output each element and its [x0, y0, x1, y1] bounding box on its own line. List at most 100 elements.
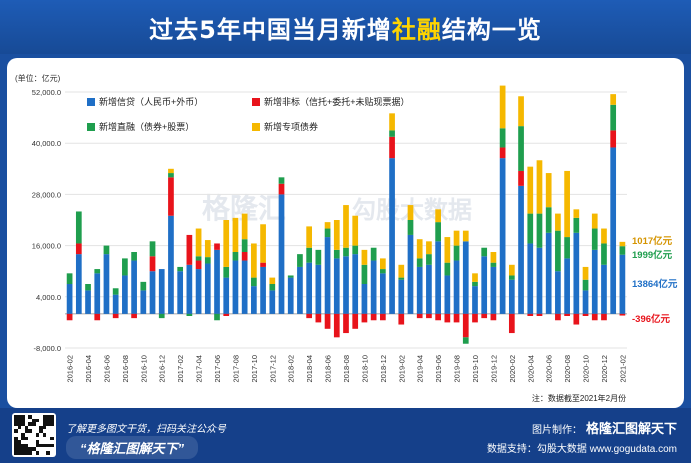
bar-segment: [149, 241, 156, 257]
bar-segment: [158, 269, 165, 314]
bar-segment: [75, 254, 82, 314]
bar-segment: [582, 279, 589, 291]
bar-segment: [168, 215, 174, 314]
bar-segment: [379, 273, 386, 314]
value-annotation: 1017亿元: [632, 235, 673, 247]
footer-tagline: 了解更多图文干货，扫码关注公众号: [66, 424, 226, 435]
bar-segment: [398, 313, 405, 325]
y-tick-label: 40,000.0: [32, 139, 61, 148]
bar-segment: [610, 94, 617, 105]
bar-segment: [186, 264, 193, 314]
bar-segment: [508, 264, 515, 276]
bar-segment: [168, 177, 174, 216]
bar-segment: [518, 170, 524, 186]
bar-segment: [619, 254, 626, 314]
y-tick-label: 28,000.0: [32, 190, 61, 199]
bar-segment: [499, 158, 506, 314]
bar-segment: [103, 245, 110, 255]
bar-segment: [518, 96, 524, 127]
credit-brand: 格隆汇图解天下: [585, 421, 677, 436]
bar-segment: [297, 266, 303, 314]
bar-segment: [324, 237, 331, 314]
bar-segment: [490, 262, 497, 267]
bar-segment: [426, 313, 432, 319]
bar-segment: [407, 205, 414, 220]
bar-segment: [601, 264, 607, 314]
bar-segment: [389, 130, 395, 137]
bar-segment: [66, 313, 73, 321]
x-tick-label: 2020-02: [508, 355, 517, 383]
bar-segment: [490, 313, 497, 321]
bar-segment: [260, 224, 266, 263]
bar-segment: [462, 241, 469, 314]
bar-segment: [527, 313, 534, 316]
bar-segment: [435, 241, 441, 314]
bar-segment: [223, 220, 230, 267]
bar-segment: [508, 313, 515, 334]
x-tick-label: 2018-04: [305, 355, 314, 383]
bar-segment: [582, 266, 589, 280]
bar-segment: [177, 271, 184, 314]
bar-segment: [601, 228, 607, 244]
bar-segment: [555, 271, 561, 314]
bar-segment: [352, 245, 359, 255]
bar-segment: [122, 258, 128, 276]
bar-segment: [453, 230, 460, 246]
value-annotation: 1999亿元: [632, 249, 673, 261]
bar-segment: [195, 260, 202, 270]
bar-segment: [186, 234, 193, 265]
legend-swatch: [87, 98, 95, 106]
x-tick-label: 2019-02: [397, 355, 406, 383]
y-tick-label: -8,000.0: [33, 344, 61, 353]
bar-segment: [462, 230, 469, 242]
x-tick-label: 2017-08: [231, 355, 240, 383]
bar-segment: [564, 170, 570, 238]
bar-segment: [122, 275, 128, 314]
bar-segment: [407, 220, 414, 235]
bar-segment: [278, 183, 285, 195]
bar-segment: [177, 266, 184, 272]
bar-segment: [453, 245, 460, 261]
bar-segment: [389, 113, 395, 131]
bar-segment: [241, 260, 248, 314]
bar-segment: [140, 281, 147, 291]
bar-segment: [518, 185, 524, 314]
bar-segment: [306, 262, 313, 314]
bar-segment: [94, 313, 101, 321]
bar-segment: [94, 269, 101, 274]
bar-segment: [103, 254, 110, 314]
bar-segment: [131, 252, 137, 261]
x-tick-label: 2018-08: [342, 355, 351, 383]
bar-segment: [232, 252, 239, 261]
bar-segment: [352, 215, 359, 246]
bar-segment: [582, 313, 589, 316]
bar-segment: [251, 243, 257, 278]
bar-segment: [370, 313, 377, 321]
bar-segment: [398, 277, 405, 280]
x-tick-label: 2017-12: [268, 355, 277, 383]
bar-segment: [481, 247, 488, 257]
bar-segment: [508, 275, 515, 280]
bar-segment: [536, 213, 543, 248]
bar-segment: [591, 213, 598, 229]
bar-segment: [527, 243, 534, 314]
bar-segment: [536, 160, 543, 214]
bar-segment: [536, 313, 543, 316]
bar-segment: [416, 239, 423, 259]
bar-segment: [426, 264, 432, 314]
bar-segment: [379, 313, 386, 321]
bar-segment: [370, 247, 377, 261]
bar-segment: [444, 237, 451, 263]
x-tick-label: 2017-02: [176, 355, 185, 383]
bar-segment: [214, 243, 220, 250]
bar-segment: [251, 277, 257, 287]
legend-label: 新增信贷（人民币+外币）: [99, 96, 203, 107]
bar-segment: [499, 147, 506, 159]
stacked-bar-chart: 格隆汇勾股大数据(单位：亿元)-8,000.04,000.016,000.028…: [15, 73, 678, 403]
bar-segment: [426, 254, 432, 265]
bar-segment: [416, 266, 423, 314]
bar-segment: [591, 313, 598, 321]
bar-segment: [343, 247, 349, 257]
bar-segment: [149, 256, 156, 272]
bar-segment: [333, 220, 340, 250]
